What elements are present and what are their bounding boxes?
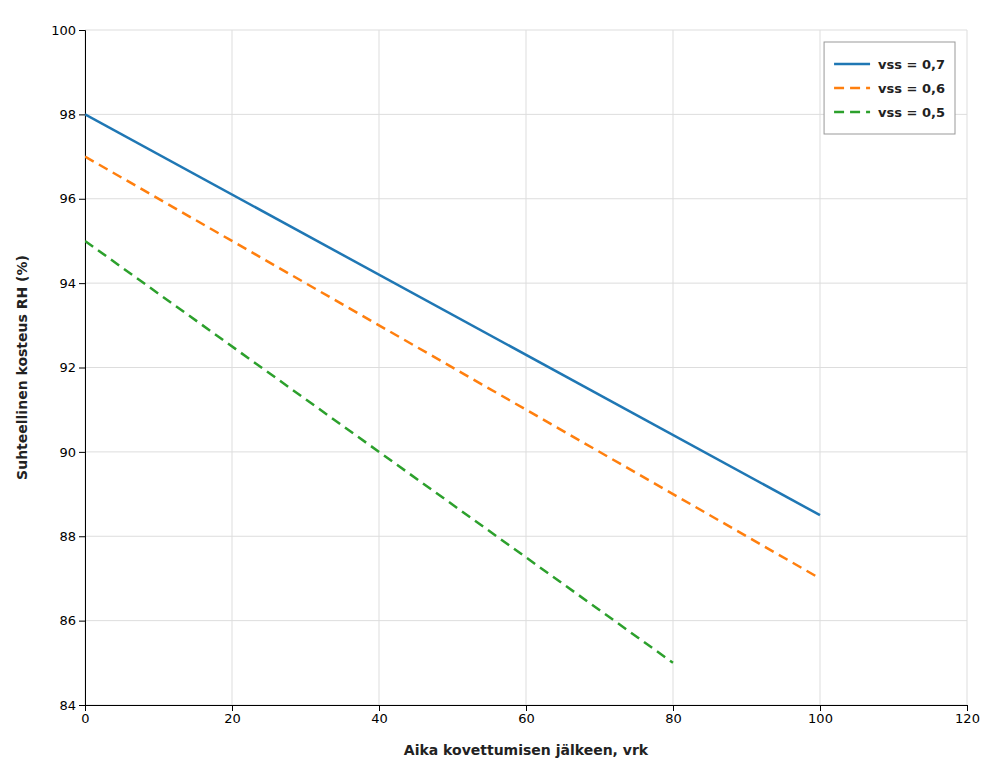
tick: 120 bbox=[955, 705, 980, 726]
grid-line-y bbox=[85, 451, 967, 452]
tick-label: 98 bbox=[59, 107, 76, 122]
tick: 60 bbox=[518, 705, 535, 726]
tick: 80 bbox=[665, 705, 682, 726]
tick-mark bbox=[79, 114, 85, 115]
grid-line-y bbox=[85, 536, 967, 537]
tick: 0 bbox=[81, 705, 89, 726]
plot: 0 20 40 60 80 100 120 84 86 88 90 92 94 96 98 100 Aika k… bbox=[14, 23, 980, 758]
tick-mark bbox=[967, 705, 968, 711]
tick: 98 bbox=[59, 107, 85, 122]
grid-line-y bbox=[85, 620, 967, 621]
tick: 86 bbox=[59, 613, 85, 628]
tick-label: 100 bbox=[808, 711, 833, 726]
tick-label: 60 bbox=[518, 711, 535, 726]
grid bbox=[85, 30, 967, 705]
x-axis-title: Aika kovettumisen jälkeen, vrk bbox=[404, 742, 649, 758]
tick: 90 bbox=[59, 445, 85, 460]
tick-mark bbox=[79, 30, 85, 31]
legend-swatch bbox=[834, 63, 870, 66]
axis-line bbox=[86, 706, 968, 712]
series-line bbox=[85, 241, 673, 663]
tick-label: 86 bbox=[59, 613, 76, 628]
tick: 100 bbox=[51, 23, 85, 38]
tick-mark bbox=[79, 621, 85, 622]
tick-label: 20 bbox=[224, 711, 241, 726]
tick-label: 88 bbox=[59, 529, 76, 544]
tick-mark bbox=[673, 705, 674, 711]
legend-label: vss = 0,5 bbox=[878, 105, 945, 120]
tick-label: 100 bbox=[51, 23, 76, 38]
tick-label: 84 bbox=[59, 698, 76, 713]
legend: vss = 0,7 vss = 0,6 vss = 0,5 bbox=[824, 42, 955, 134]
tick-mark bbox=[820, 705, 821, 711]
y-axis-title: Suhteellinen kosteus RH (%) bbox=[14, 255, 30, 480]
tick-label: 80 bbox=[665, 711, 682, 726]
tick-mark bbox=[79, 283, 85, 284]
y-axis: 84 86 88 90 92 94 96 98 100 bbox=[51, 23, 85, 713]
tick: 84 bbox=[59, 698, 85, 713]
tick: 100 bbox=[808, 705, 833, 726]
tick: 96 bbox=[59, 191, 85, 206]
axis-line bbox=[79, 31, 86, 706]
tick-mark bbox=[79, 452, 85, 453]
tick-label: 40 bbox=[371, 711, 388, 726]
tick-mark bbox=[379, 705, 380, 711]
tick: 92 bbox=[59, 360, 85, 375]
tick-label: 120 bbox=[955, 711, 980, 726]
legend-swatch bbox=[834, 111, 870, 114]
legend-label: vss = 0,6 bbox=[878, 81, 945, 96]
tick-mark bbox=[79, 705, 85, 706]
grid-line-y bbox=[85, 198, 967, 199]
tick: 88 bbox=[59, 529, 85, 544]
chart: 0 20 40 60 80 100 120 84 86 88 90 92 94 96 98 100 Aika k… bbox=[0, 0, 997, 775]
tick: 94 bbox=[59, 276, 85, 291]
tick-mark bbox=[79, 536, 85, 537]
tick: 40 bbox=[371, 705, 388, 726]
tick-mark bbox=[79, 368, 85, 369]
tick-label: 0 bbox=[81, 711, 89, 726]
tick-label: 94 bbox=[59, 276, 76, 291]
grid-line-y bbox=[85, 30, 967, 31]
tick: 20 bbox=[224, 705, 241, 726]
grid-line-y bbox=[85, 367, 967, 368]
tick-label: 92 bbox=[59, 360, 76, 375]
tick-label: 90 bbox=[59, 445, 76, 460]
tick-label: 96 bbox=[59, 191, 76, 206]
x-axis: 0 20 40 60 80 100 120 bbox=[81, 705, 980, 726]
tick-mark bbox=[79, 199, 85, 200]
grid-line-y bbox=[85, 283, 967, 284]
lines bbox=[85, 114, 820, 662]
tick-mark bbox=[232, 705, 233, 711]
series-line bbox=[85, 157, 820, 579]
tick-mark bbox=[526, 705, 527, 711]
legend-swatch bbox=[834, 87, 870, 90]
legend-label: vss = 0,7 bbox=[878, 57, 945, 72]
series-line bbox=[85, 114, 820, 515]
legend-box bbox=[824, 42, 955, 134]
